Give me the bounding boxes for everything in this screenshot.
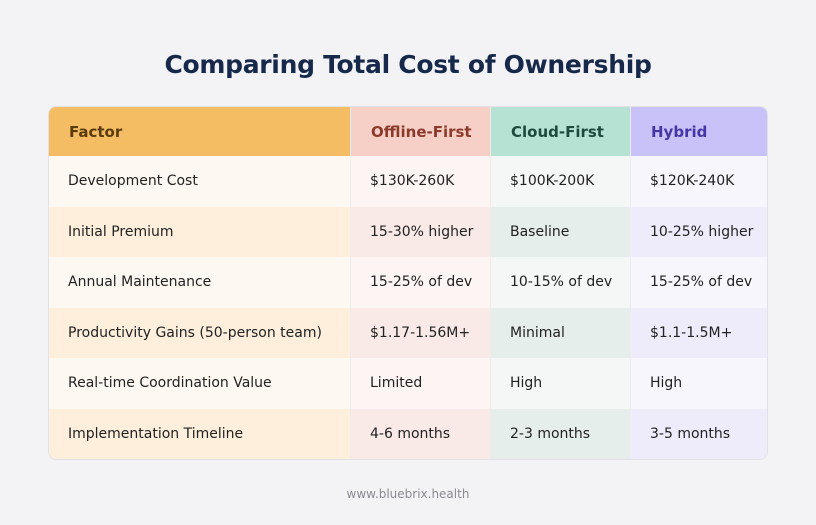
table-cell: 15-25% of dev [350,257,490,308]
footer: www.bluebrix.health [346,487,470,501]
column-header: Factor [49,107,350,156]
table-cell: Annual Maintenance [49,257,350,308]
table-cell: Limited [350,358,490,409]
column-header: Offline-First [350,107,490,156]
table-cell: Implementation Timeline [49,408,350,459]
table-cell: Productivity Gains (50-person team) [49,307,350,358]
table-cell: High [490,358,630,409]
table-cell: $1.1-1.5M+ [630,307,767,358]
table-cell: 10-15% of dev [490,257,630,308]
title: Comparing Total Cost of Ownership [164,50,652,79]
table-cell: 3-5 months [630,408,767,459]
table-cell: Baseline [490,206,630,257]
table-cell: Initial Premium [49,206,350,257]
table-cell: Development Cost [49,156,350,207]
column-header: Hybrid [630,107,767,156]
table-cell: $1.17-1.56M+ [350,307,490,358]
table-cell: $120K-240K [630,156,767,207]
table-cell: 15-25% of dev [630,257,767,308]
table-cell: $100K-200K [490,156,630,207]
table-cell: $130K-260K [350,156,490,207]
table-cell: 10-25% higher [630,206,767,257]
table-cell: High [630,358,767,409]
table-cell: 4-6 months [350,408,490,459]
table-cell: 15-30% higher [350,206,490,257]
column-header: Cloud-First [490,107,630,156]
table-cell: Minimal [490,307,630,358]
table-cell: 2-3 months [490,408,630,459]
table-cell: Real-time Coordination Value [49,358,350,409]
comparison-table: Factor Offline-First Cloud-First Hybrid Deve… [48,106,768,460]
